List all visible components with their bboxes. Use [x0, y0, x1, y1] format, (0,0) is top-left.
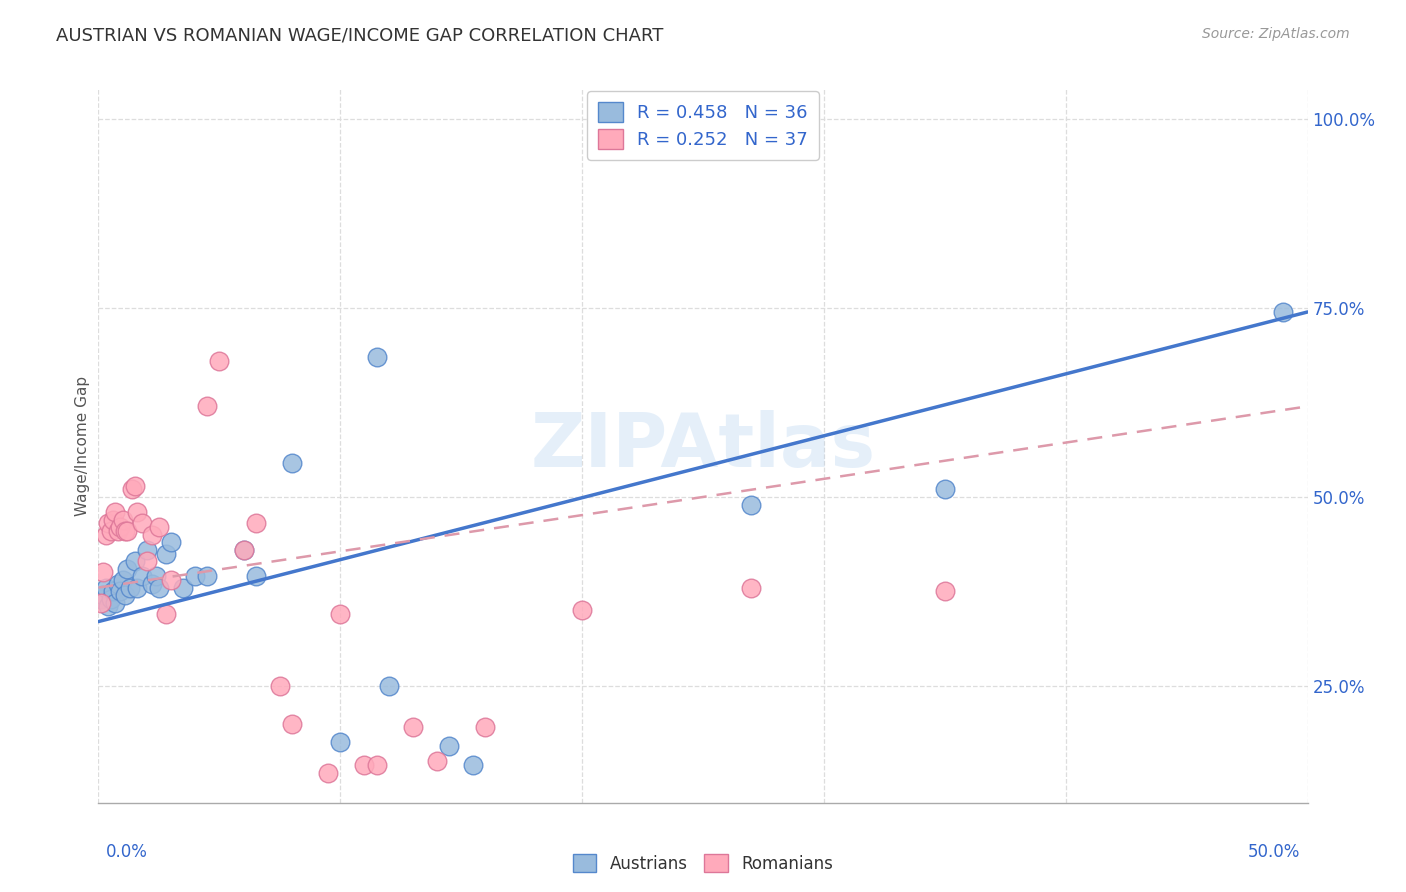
Point — [353, 758, 375, 772]
Point — [114, 588, 136, 602]
Legend: Austrians, Romanians: Austrians, Romanians — [567, 847, 839, 880]
Point — [90, 596, 112, 610]
Point — [195, 569, 218, 583]
Point — [232, 542, 254, 557]
Point — [160, 535, 183, 549]
Point — [97, 599, 120, 614]
Point — [740, 581, 762, 595]
Point — [124, 554, 146, 568]
Point — [245, 569, 267, 583]
Text: ZIPAtlas: ZIPAtlas — [530, 409, 876, 483]
Point — [329, 607, 352, 621]
Point — [740, 498, 762, 512]
Point — [131, 516, 153, 531]
Point — [135, 554, 157, 568]
Point — [97, 516, 120, 531]
Point — [91, 588, 114, 602]
Point — [124, 478, 146, 492]
Text: 0.0%: 0.0% — [105, 843, 148, 861]
Point — [474, 720, 496, 734]
Legend: R = 0.458   N = 36, R = 0.252   N = 37: R = 0.458 N = 36, R = 0.252 N = 37 — [586, 91, 820, 160]
Point — [101, 513, 124, 527]
Point — [104, 596, 127, 610]
Point — [127, 581, 149, 595]
Point — [107, 524, 129, 538]
Point — [155, 607, 177, 621]
Point — [366, 351, 388, 365]
Point — [118, 581, 141, 595]
Point — [208, 354, 231, 368]
Text: 50.0%: 50.0% — [1249, 843, 1301, 861]
Point — [148, 520, 170, 534]
Point — [114, 524, 136, 538]
Point — [104, 505, 127, 519]
Point — [463, 758, 485, 772]
Text: AUSTRIAN VS ROMANIAN WAGE/INCOME GAP CORRELATION CHART: AUSTRIAN VS ROMANIAN WAGE/INCOME GAP COR… — [56, 27, 664, 45]
Point — [145, 569, 167, 583]
Text: Source: ZipAtlas.com: Source: ZipAtlas.com — [1202, 27, 1350, 41]
Point — [117, 524, 139, 538]
Point — [108, 520, 131, 534]
Point — [1272, 305, 1295, 319]
Point — [366, 758, 388, 772]
Point — [135, 542, 157, 557]
Point — [91, 566, 114, 580]
Point — [90, 591, 112, 606]
Point — [94, 527, 117, 541]
Point — [127, 505, 149, 519]
Point — [101, 584, 124, 599]
Point — [111, 513, 134, 527]
Point — [232, 542, 254, 557]
Point — [121, 483, 143, 497]
Point — [934, 483, 956, 497]
Point — [195, 400, 218, 414]
Point — [245, 516, 267, 531]
Point — [141, 576, 163, 591]
Point — [117, 562, 139, 576]
Point — [437, 739, 460, 754]
Point — [377, 679, 399, 693]
Y-axis label: Wage/Income Gap: Wage/Income Gap — [75, 376, 90, 516]
Point — [269, 679, 291, 693]
Point — [108, 584, 131, 599]
Point — [934, 584, 956, 599]
Point — [402, 720, 425, 734]
Point — [160, 573, 183, 587]
Point — [571, 603, 593, 617]
Point — [148, 581, 170, 595]
Point — [131, 569, 153, 583]
Point — [172, 581, 194, 595]
Point — [329, 735, 352, 749]
Point — [184, 569, 207, 583]
Point — [281, 456, 304, 470]
Point — [281, 716, 304, 731]
Point — [316, 765, 339, 780]
Point — [107, 576, 129, 591]
Point — [111, 573, 134, 587]
Point — [100, 524, 122, 538]
Point — [155, 547, 177, 561]
Point — [426, 754, 449, 768]
Point — [141, 527, 163, 541]
Point — [100, 591, 122, 606]
Point — [94, 581, 117, 595]
